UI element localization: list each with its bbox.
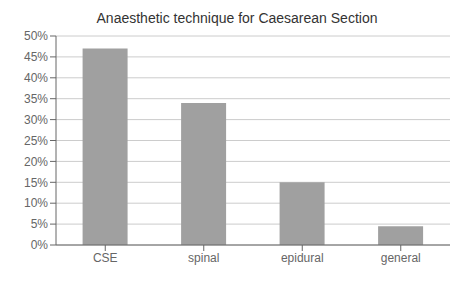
svg-text:35%: 35% <box>24 92 48 106</box>
svg-text:50%: 50% <box>24 29 48 43</box>
svg-text:25%: 25% <box>24 134 48 148</box>
svg-text:15%: 15% <box>24 176 48 190</box>
svg-text:30%: 30% <box>24 113 48 127</box>
svg-text:10%: 10% <box>24 196 48 210</box>
html-text:Anaesthetic technique for Caes: Anaesthetic technique for Caesarean Sect… <box>96 10 378 26</box>
svg-text:spinal: spinal <box>188 251 219 265</box>
svg-text:40%: 40% <box>24 71 48 85</box>
svg-text:epidural: epidural <box>281 251 324 265</box>
svg-text:20%: 20% <box>24 155 48 169</box>
svg-text:45%: 45% <box>24 50 48 64</box>
svg-text:CSE: CSE <box>93 251 118 265</box>
svg-text:general: general <box>381 251 421 265</box>
svg-text:5%: 5% <box>31 217 49 231</box>
svg-text:0%: 0% <box>31 238 49 252</box>
